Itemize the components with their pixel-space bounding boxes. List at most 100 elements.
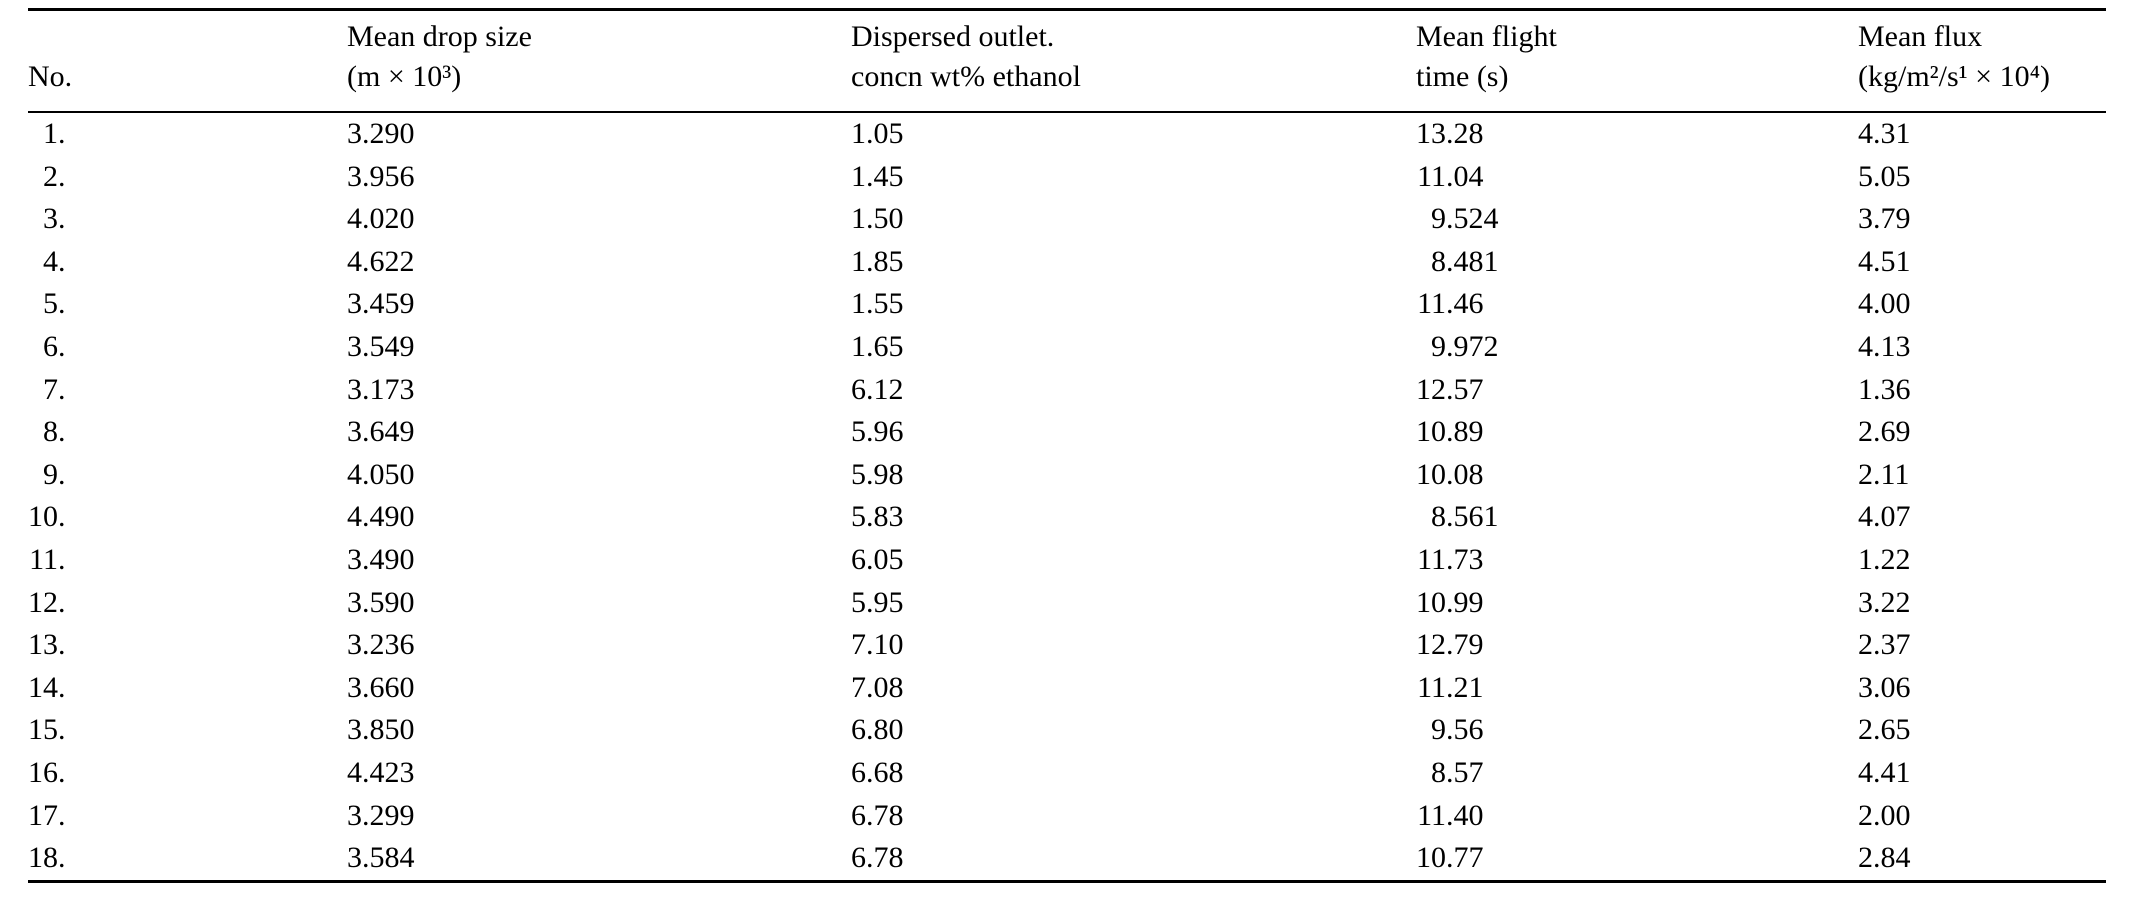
- table-cell-concn: 6.68: [851, 755, 904, 789]
- table-cell-concn: 1.65: [851, 329, 904, 363]
- table-cell-concn: 1.85: [851, 244, 904, 278]
- header-line1: Mean drop size: [347, 20, 532, 53]
- table-cell-flux: 1.36: [1858, 372, 1911, 406]
- table-row: 5. 3.459 1.55 11.46 4.00: [28, 283, 2106, 326]
- header-line1: Mean flux: [1858, 20, 1983, 53]
- table-cell-concn: 5.98: [851, 457, 904, 491]
- table-cell-flight-time: 10.99: [1416, 585, 1484, 619]
- table-cell-flux: 1.22: [1858, 542, 1911, 576]
- table-cell-drop-size: 3.299: [347, 798, 415, 832]
- table-cell-concn: 6.80: [851, 713, 904, 747]
- column-header-flux: Mean flux (kg/m²/s¹ × 10⁴): [1858, 9, 2106, 113]
- table-cell-no: 10.: [28, 500, 66, 534]
- table-cell-drop-size: 3.549: [347, 329, 415, 363]
- table-cell-no: 7.: [43, 372, 66, 406]
- table-cell-concn: 7.10: [851, 628, 904, 662]
- table-cell-no: 8.: [43, 415, 66, 449]
- table-row: 17. 3.299 6.78 11.40 2.00: [28, 795, 2106, 838]
- table-cell-concn: 6.78: [851, 798, 904, 832]
- header-line2: (kg/m²/s¹ × 10⁴): [1858, 60, 2051, 93]
- table-cell-flight-time: 10.77: [1416, 841, 1484, 875]
- table-row: 4. 4.622 1.85 8.481 4.51: [28, 241, 2106, 284]
- table-row: 14. 3.660 7.08 11.21 3.06: [28, 667, 2106, 710]
- table-body: 1. 3.290 1.05 13.28 4.31 2. 3.956 1.45 11.04 5.05…: [28, 112, 2106, 881]
- table-cell-flux: 4.51: [1858, 244, 1911, 278]
- table-row: 11. 3.490 6.05 11.73 1.22: [28, 539, 2106, 582]
- table-cell-flight-time: 13.28: [1416, 117, 1484, 150]
- table-cell-drop-size: 3.290: [347, 117, 415, 150]
- table-cell-flux: 3.06: [1858, 670, 1911, 704]
- data-table: No. Mean drop size (m × 10³) Dispersed o…: [28, 8, 2106, 883]
- table-cell-flight-time: 9.524: [1431, 202, 1499, 236]
- table-cell-concn: 1.45: [851, 159, 904, 193]
- table-cell-concn: 1.50: [851, 202, 904, 236]
- table-cell-flux: 3.79: [1858, 202, 1911, 236]
- table-cell-concn: 5.83: [851, 500, 904, 534]
- table-row: 15. 3.850 6.80 9.56 2.65: [28, 709, 2106, 752]
- table-cell-concn: 5.95: [851, 585, 904, 619]
- table-cell-flight-time: 11.04: [1417, 159, 1484, 193]
- table-cell-no: 5.: [43, 287, 66, 321]
- header-line1: Dispersed outlet.: [851, 20, 1055, 53]
- table-row: 12. 3.590 5.95 10.99 3.22: [28, 582, 2106, 625]
- table-cell-drop-size: 4.622: [347, 244, 415, 278]
- table-cell-flight-time: 12.79: [1416, 628, 1484, 662]
- table-cell-no: 17.: [28, 798, 66, 832]
- table-cell-flight-time: 11.40: [1417, 798, 1484, 832]
- table-cell-concn: 1.55: [851, 287, 904, 321]
- table-cell-flight-time: 10.89: [1416, 415, 1484, 449]
- table-cell-drop-size: 3.459: [347, 287, 415, 321]
- header-line2: concn wt% ethanol: [851, 60, 1081, 93]
- table-cell-concn: 6.78: [851, 841, 904, 875]
- table-cell-no: 1.: [43, 117, 66, 150]
- table-row: 13. 3.236 7.10 12.79 2.37: [28, 624, 2106, 667]
- table-cell-flight-time: 8.561: [1431, 500, 1499, 534]
- table-cell-flux: 3.22: [1858, 585, 1911, 619]
- table-cell-drop-size: 4.020: [347, 202, 415, 236]
- table-cell-flux: 4.31: [1858, 117, 1911, 150]
- table-cell-flux: 2.11: [1858, 457, 1910, 491]
- table-row: 6. 3.549 1.65 9.972 4.13: [28, 326, 2106, 369]
- table-cell-concn: 6.12: [851, 372, 904, 406]
- table-cell-no: 13.: [28, 628, 66, 662]
- table-cell-concn: 7.08: [851, 670, 904, 704]
- header-line2: (m × 10³): [347, 60, 462, 93]
- table-cell-drop-size: 4.490: [347, 500, 415, 534]
- column-header-flight-time: Mean flight time (s): [1416, 9, 1858, 113]
- table-cell-no: 6.: [43, 329, 66, 363]
- header-row: No. Mean drop size (m × 10³) Dispersed o…: [28, 9, 2106, 113]
- table-cell-flux: 5.05: [1858, 159, 1911, 193]
- table-cell-drop-size: 3.649: [347, 415, 415, 449]
- table-cell-flux: 2.37: [1858, 628, 1911, 662]
- column-header-drop-size: Mean drop size (m × 10³): [347, 9, 851, 113]
- table-cell-drop-size: 3.660: [347, 670, 415, 704]
- table-cell-flight-time: 11.46: [1417, 287, 1484, 321]
- table-cell-flux: 4.00: [1858, 287, 1911, 321]
- table-cell-no: 9.: [43, 457, 66, 491]
- table-cell-drop-size: 4.423: [347, 755, 415, 789]
- table-row: 9. 4.050 5.98 10.08 2.11: [28, 454, 2106, 497]
- table-cell-flight-time: 9.972: [1431, 329, 1499, 363]
- table-cell-drop-size: 3.236: [347, 628, 415, 662]
- table-row: 2. 3.956 1.45 11.04 5.05: [28, 156, 2106, 199]
- table-cell-drop-size: 3.584: [347, 841, 415, 875]
- column-header-no: No.: [28, 9, 347, 113]
- table-cell-flux: 2.65: [1858, 713, 1911, 747]
- table-cell-concn: 6.05: [851, 542, 904, 576]
- header-line1: Mean flight: [1416, 20, 1557, 53]
- table-cell-flux: 2.00: [1858, 798, 1911, 832]
- table-cell-no: 18.: [28, 841, 66, 875]
- header-line2: No.: [28, 60, 73, 93]
- table-cell-no: 2.: [43, 159, 66, 193]
- table-row: 10. 4.490 5.83 8.561 4.07: [28, 496, 2106, 539]
- table-row: 7. 3.173 6.12 12.57 1.36: [28, 369, 2106, 412]
- table-cell-no: 12.: [28, 585, 66, 619]
- table-cell-flight-time: 11.73: [1417, 542, 1484, 576]
- table-cell-flux: 4.41: [1858, 755, 1911, 789]
- table-cell-drop-size: 3.173: [347, 372, 415, 406]
- table-row: 16. 4.423 6.68 8.57 4.41: [28, 752, 2106, 795]
- column-header-concn: Dispersed outlet. concn wt% ethanol: [851, 9, 1416, 113]
- header-line2: time (s): [1416, 60, 1509, 93]
- table-cell-flux: 4.07: [1858, 500, 1911, 534]
- table-cell-drop-size: 3.956: [347, 159, 415, 193]
